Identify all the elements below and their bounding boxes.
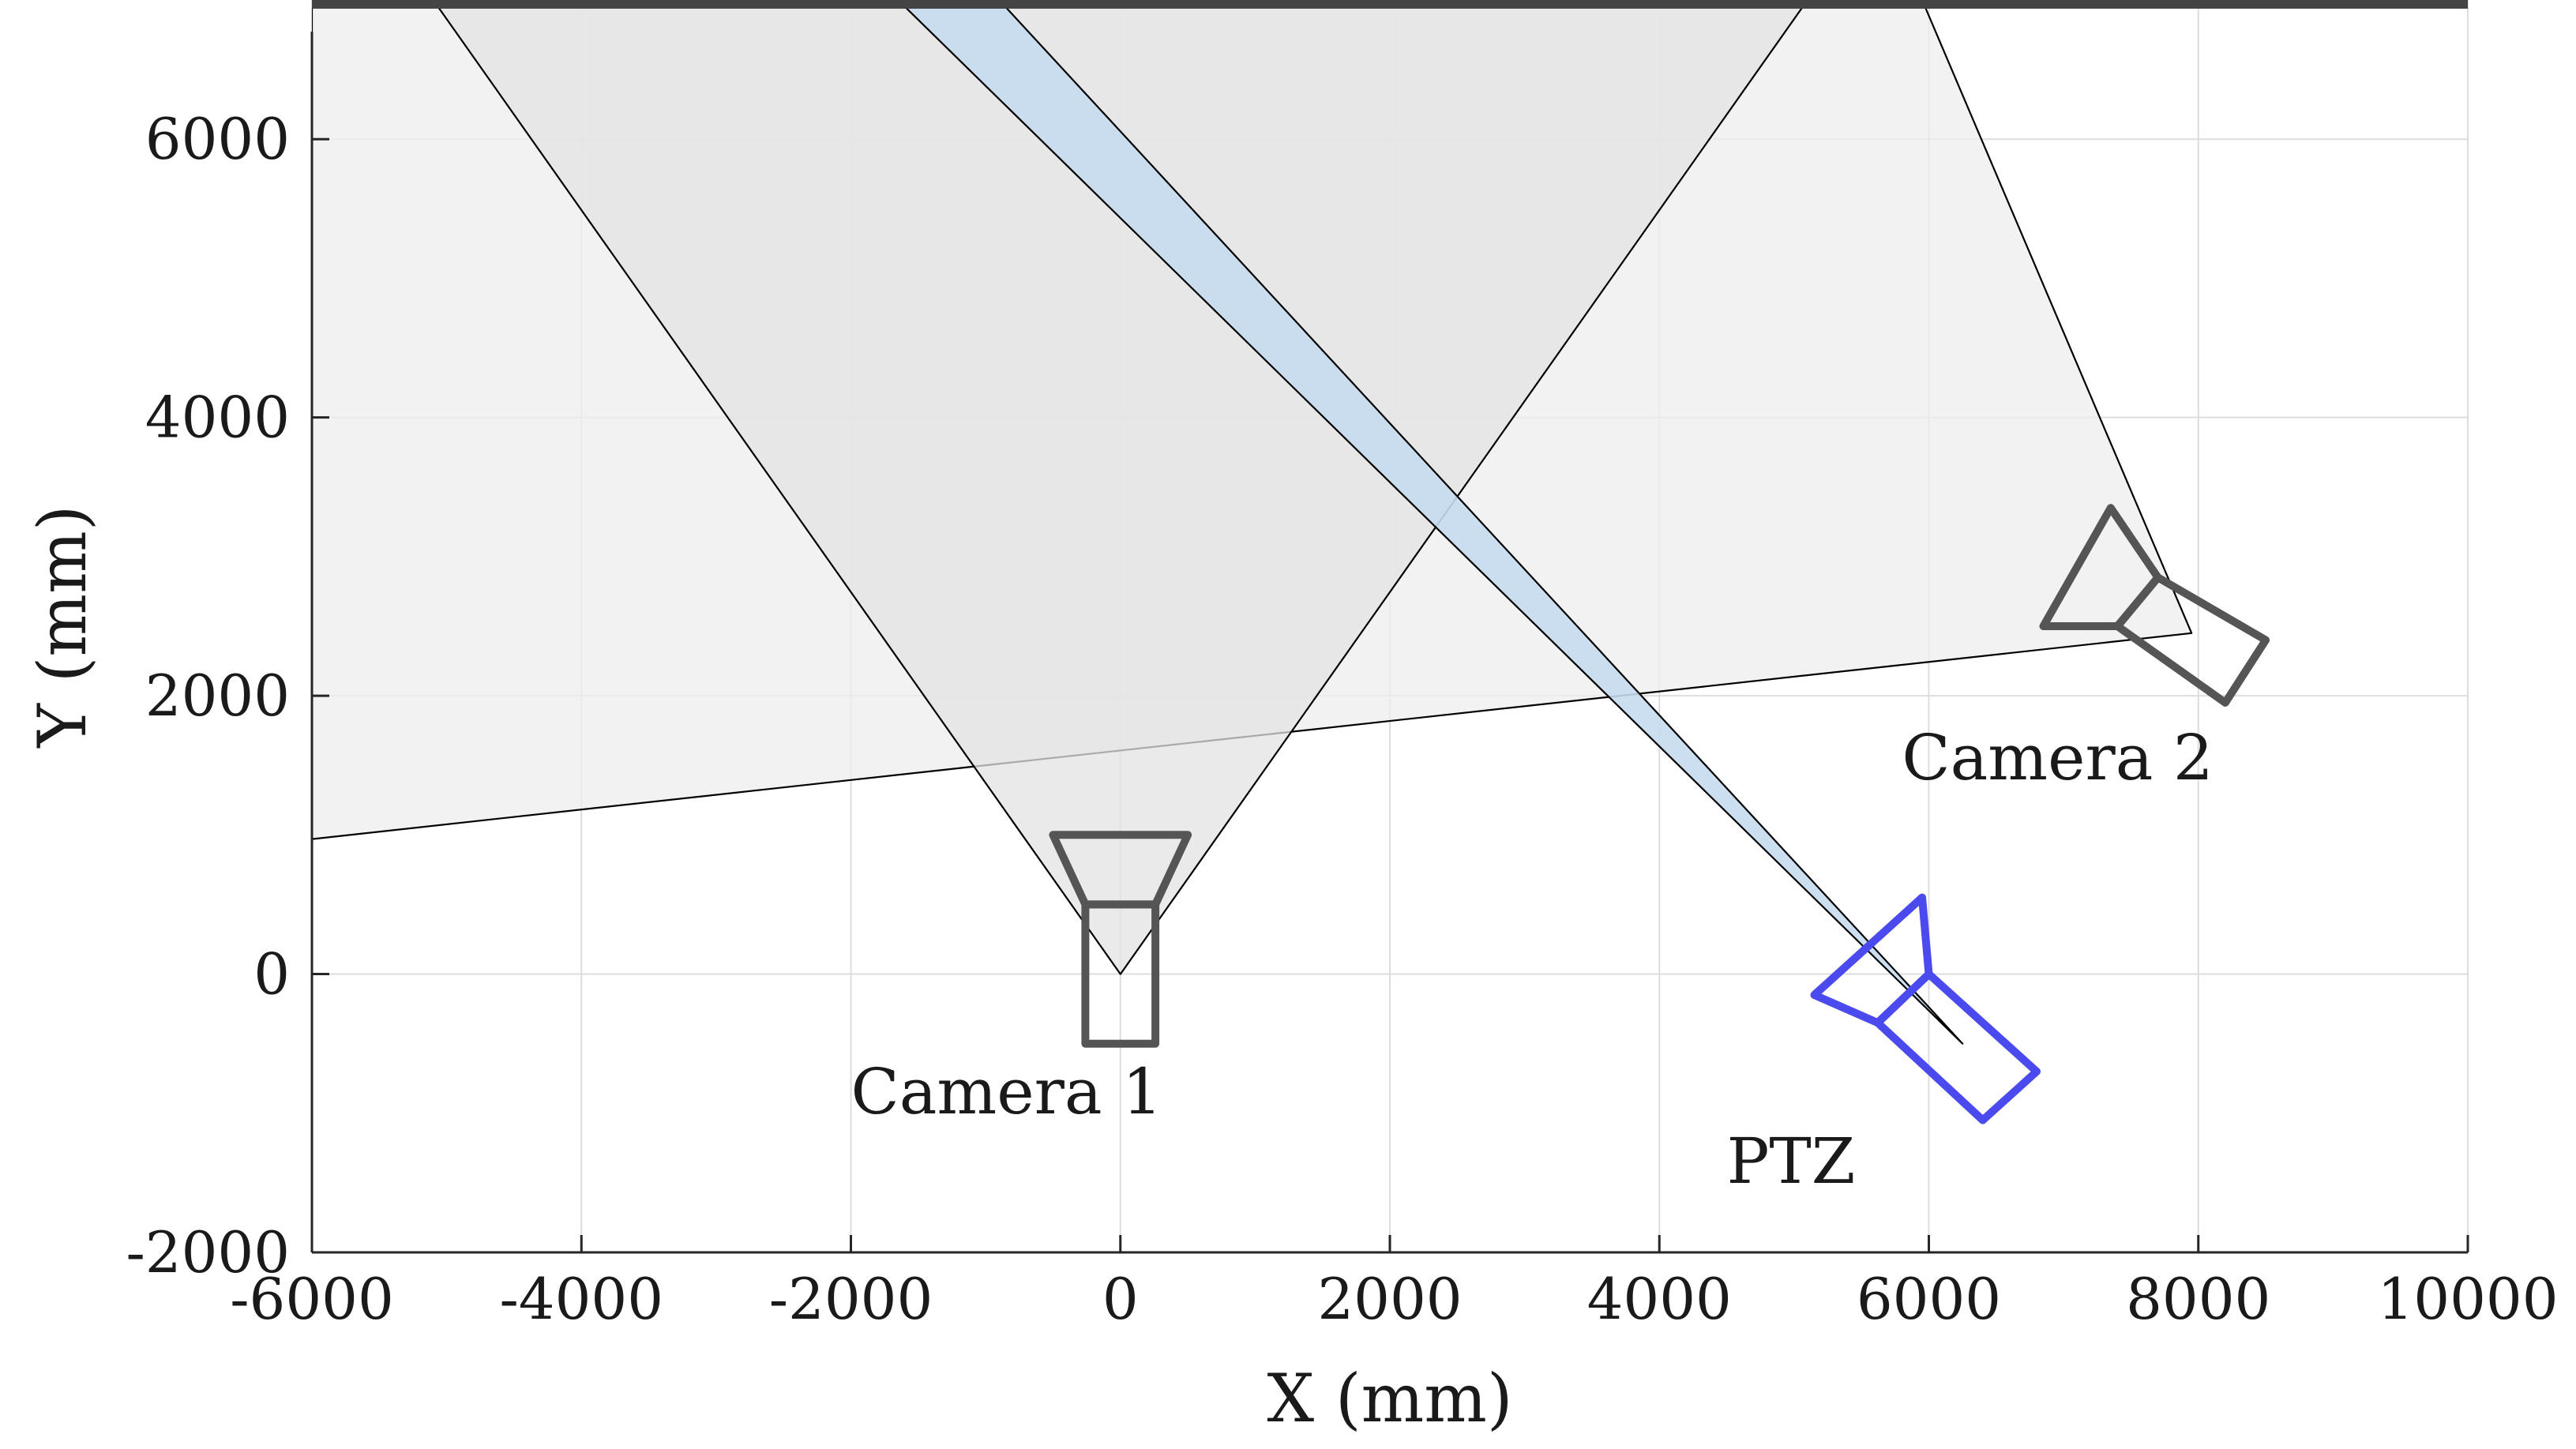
fov-ptz	[897, 0, 1964, 1045]
camera-label-camera-2: Camera 2	[1902, 721, 2213, 794]
camera-label-camera-1: Camera 1	[851, 1055, 1162, 1128]
camera-label-ptz: PTZ	[1727, 1124, 1856, 1198]
fov-regions	[312, 0, 2193, 1045]
x-tick-label: 8000	[2126, 1266, 2270, 1332]
y-tick-label: -2000	[126, 1219, 290, 1286]
x-tick-label: -2000	[769, 1266, 933, 1332]
camera-icon-camera-2	[2039, 504, 2270, 707]
camera-body-shape	[2113, 573, 2270, 707]
camera-icon-ptz	[1810, 893, 2041, 1124]
camera-body-shape	[1081, 900, 1160, 1048]
x-tick-label: -4000	[499, 1266, 663, 1332]
x-tick-label: 0	[1102, 1266, 1139, 1332]
camera-labels: Camera 1 Camera 2 PTZ	[851, 721, 2214, 1198]
camera-body-shape	[1873, 970, 2041, 1124]
y-tick-label: 4000	[145, 385, 290, 451]
axes: -6000 -4000 -2000 0 2000 4000 6000 8000 10000 -20…	[24, 32, 2559, 1437]
x-tick-label: -6000	[230, 1266, 394, 1332]
y-axis-label: Y (mm)	[24, 505, 101, 748]
x-tick-label: 10000	[2377, 1266, 2558, 1332]
y-tick-label: 2000	[145, 663, 290, 729]
fov-camera-1	[432, 0, 1808, 975]
x-tick-label: 6000	[1857, 1266, 2001, 1332]
y-tick-label: 6000	[145, 106, 290, 172]
camera-icon-camera-1	[1049, 831, 1192, 1048]
x-tick-label: 4000	[1587, 1266, 1732, 1332]
x-tick-label: 2000	[1317, 1266, 1462, 1332]
x-axis-label: X (mm)	[1267, 1360, 1512, 1437]
y-tick-label: 0	[253, 941, 290, 1008]
camera-icons	[1049, 504, 2270, 1124]
